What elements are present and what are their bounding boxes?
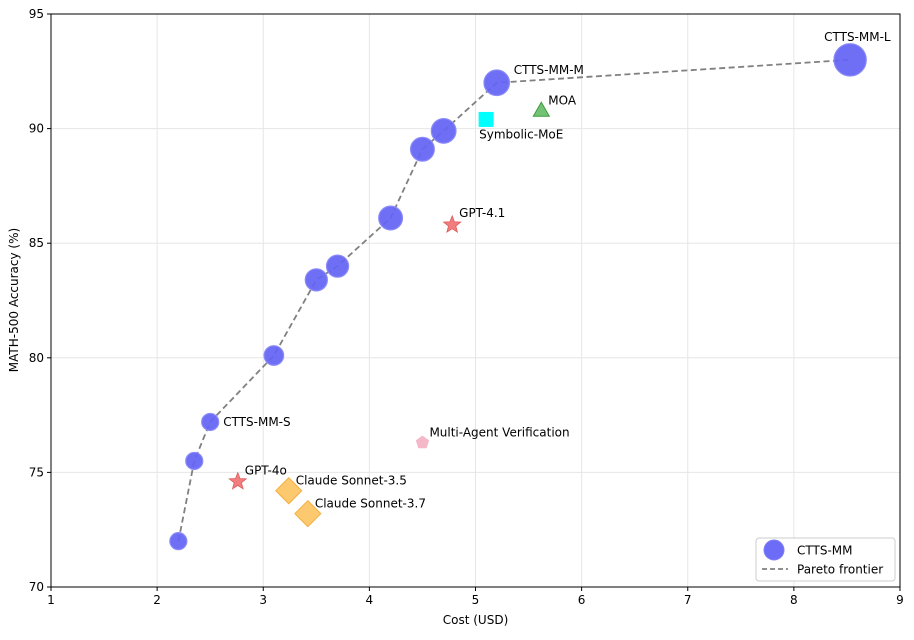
ctts-mm-marker-3	[201, 412, 220, 432]
ctts-mm-marker-5	[304, 268, 328, 292]
x-tick-label: 7	[684, 593, 692, 607]
ctts-mm-marker-7	[378, 205, 404, 231]
x-tick-label: 1	[47, 593, 55, 607]
ctts-mm-marker-2	[185, 451, 204, 471]
symbolic-moe-marker	[478, 111, 494, 127]
x-tick-label: 4	[366, 593, 374, 607]
x-tick-label: 2	[153, 593, 161, 607]
x-tick-label: 6	[578, 593, 586, 607]
gpt-4-1-marker	[442, 214, 462, 234]
claude-sonnet-3-5-marker	[275, 477, 303, 505]
ctts-mm-marker-10	[483, 69, 511, 97]
point-label-symbolic-moe: Symbolic-MoE	[479, 127, 563, 141]
x-tick-label: 5	[472, 593, 480, 607]
y-tick-label: 75	[29, 465, 44, 479]
y-tick-label: 70	[29, 580, 44, 594]
labels-layer: CTTS-MM-S CTTS-MM-M CTTS-MM-L Symbolic-MoE M…	[223, 30, 891, 511]
point-label-gpt-4o: GPT-4o	[245, 464, 287, 478]
y-tick-label: 85	[29, 236, 44, 250]
moa-marker	[532, 101, 551, 117]
y-tick-label: 95	[29, 7, 44, 21]
legend-label-pareto: Pareto frontier	[797, 563, 883, 577]
x-tick-label: 8	[790, 593, 798, 607]
x-tick-label: 3	[259, 593, 267, 607]
ctts-mm-marker-4	[263, 345, 285, 366]
multi-agent-verification-marker	[415, 435, 430, 449]
legend-marker-ctts-mm	[763, 539, 785, 561]
y-tick-label: 90	[29, 122, 44, 136]
claude-sonnet-3-7-marker	[294, 499, 322, 528]
point-label-ctts-mm-s: CTTS-MM-S	[223, 415, 290, 429]
x-axis-label: Cost (USD)	[443, 613, 509, 627]
ctts-mm-marker-8	[409, 136, 435, 162]
ctts-mm-marker-9	[430, 117, 457, 144]
x-tick-label: 9	[896, 593, 904, 607]
points-layer	[169, 43, 867, 551]
legend: CTTS-MM Pareto frontier	[755, 537, 896, 582]
point-label-ctts-mm-l: CTTS-MM-L	[824, 30, 891, 44]
legend-box	[755, 537, 896, 582]
y-tick-label: 80	[29, 351, 44, 365]
axes-layer: 1 2 3 4 5 6 7 8 9 70 75 80 85 90 95	[29, 7, 904, 607]
ctts-mm-marker-11	[833, 43, 867, 77]
point-label-multi-agent-verification: Multi-Agent Verification	[429, 426, 569, 440]
ctts-mm-marker-1	[169, 532, 188, 551]
ctts-mm-marker-6	[325, 254, 350, 278]
gpt-4o-marker	[228, 471, 248, 490]
point-label-gpt-4-1: GPT-4.1	[459, 206, 505, 220]
point-label-claude-sonnet-3-5: Claude Sonnet-3.5	[296, 474, 407, 488]
legend-label-ctts-mm: CTTS-MM	[797, 544, 852, 558]
point-label-claude-sonnet-3-7: Claude Sonnet-3.7	[315, 497, 426, 511]
grid-layer	[50, 13, 901, 588]
y-axis-label: MATH-500 Accuracy (%)	[7, 228, 21, 372]
point-label-ctts-mm-m: CTTS-MM-M	[514, 63, 584, 77]
point-label-moa: MOA	[548, 93, 577, 107]
